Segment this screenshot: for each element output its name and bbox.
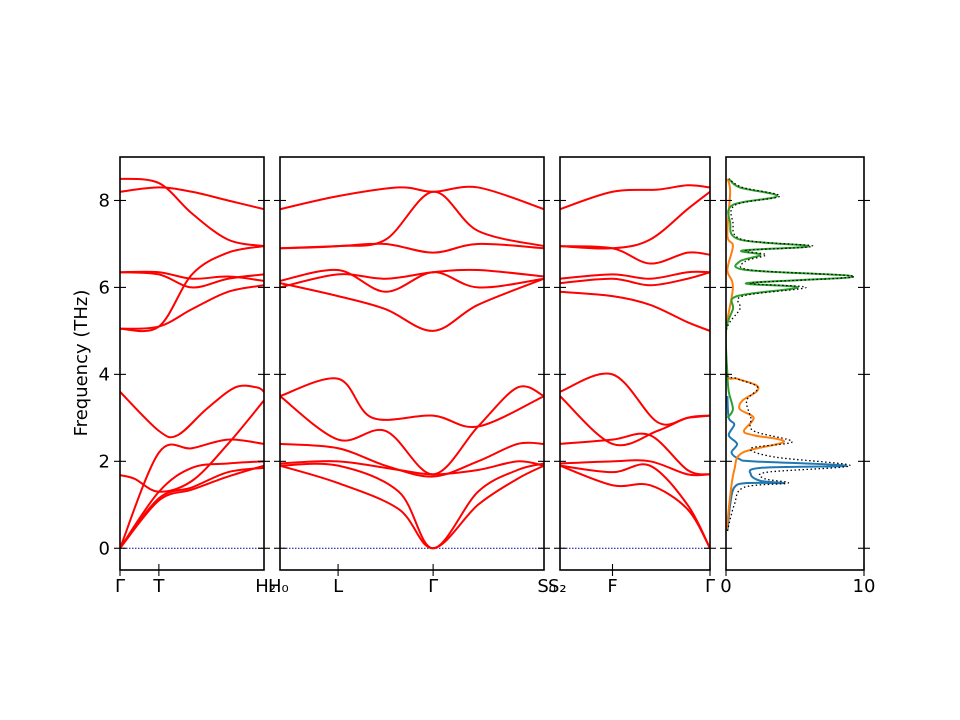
x-segment-right-label: S₀ <box>537 576 556 597</box>
panel-1: 0 2 4 6 8 Γ T H₂ <box>99 156 276 597</box>
plot-area <box>280 185 544 550</box>
phonon-band-8 <box>120 245 264 333</box>
phonon-band-3 <box>120 466 264 549</box>
panel-2: L Γ H₀ S₀ <box>268 156 556 597</box>
phonon-band-9 <box>560 270 710 280</box>
plot-area <box>120 177 264 549</box>
phonon-band-11 <box>120 186 264 211</box>
plot-area <box>726 177 855 532</box>
phonon-band-7 <box>560 290 710 332</box>
phonon-band-2 <box>120 464 264 549</box>
x-tick-label: 0 <box>720 576 731 597</box>
phonon-band-11 <box>280 190 544 250</box>
phonon-band-1 <box>280 464 544 550</box>
x-tick-label: T <box>152 576 165 597</box>
phonon-band-7 <box>280 277 544 332</box>
x-segment-right-label: H₂ <box>255 576 276 597</box>
plot-area <box>560 184 710 549</box>
x-tick-label: Γ <box>115 576 125 597</box>
dos-curve-1 <box>726 396 848 531</box>
panel-frame <box>279 156 545 571</box>
phonon-band-6 <box>560 372 710 426</box>
panel-frame <box>725 156 865 571</box>
y-tick-label: 2 <box>99 451 110 472</box>
y-tick-label: 8 <box>99 190 110 211</box>
phonon-band-9 <box>280 268 544 289</box>
panel-3: F Γ S₂ <box>548 156 716 597</box>
phonon-band-5 <box>560 395 710 447</box>
phonon-band-2 <box>560 463 710 549</box>
phonon-band-8 <box>280 268 544 293</box>
phonon-band-5 <box>120 399 264 493</box>
phonon-band-12 <box>280 185 544 211</box>
x-tick-label: 10 <box>853 576 876 597</box>
phonon-band-10 <box>120 271 264 289</box>
phonon-band-1 <box>120 460 264 549</box>
x-tick-label: F <box>607 576 617 597</box>
x-segment-left-label: S₂ <box>548 576 567 597</box>
y-axis-label: Frequency (THz) <box>71 290 92 437</box>
phonon-band-5 <box>280 385 544 476</box>
phonon-band-7 <box>120 284 264 330</box>
phonon-band-4 <box>280 441 544 478</box>
dos-curve-4 <box>726 178 855 532</box>
panels-group: 0 2 4 6 8 Γ T H₂ L Γ H₀ S₀ F Γ S₂ 0 10 <box>99 156 876 597</box>
x-tick-label: L <box>333 576 343 597</box>
phonon-band-10 <box>280 242 544 254</box>
y-tick-label: 6 <box>99 277 110 298</box>
phonon-band-6 <box>280 377 544 429</box>
y-tick-label: 4 <box>99 364 110 385</box>
phonon-band-8 <box>560 271 710 287</box>
x-segment-left-label: H₀ <box>268 576 289 597</box>
phonon-band-6 <box>120 384 264 439</box>
phonon-band-1 <box>560 464 710 549</box>
x-tick-label: Γ <box>705 576 715 597</box>
phonon-band-10 <box>560 245 710 265</box>
panel-frame <box>559 156 711 571</box>
x-tick-label: Γ <box>428 576 438 597</box>
phonon-band-12 <box>120 177 264 248</box>
panel-4: 0 10 <box>720 156 876 597</box>
panel-frame <box>119 156 265 571</box>
y-tick-label: 0 <box>99 538 110 559</box>
dos-curve-2 <box>726 178 785 531</box>
phonon-band-12 <box>560 184 710 211</box>
phonon-band-11 <box>560 190 710 250</box>
phonon-band-3 <box>560 459 710 477</box>
phonon-band-2 <box>280 462 544 550</box>
phonon-band-4 <box>120 438 264 549</box>
